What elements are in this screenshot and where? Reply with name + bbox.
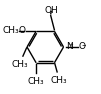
Text: CH₃: CH₃ [2, 26, 19, 35]
Text: −: − [82, 42, 86, 47]
Text: +: + [69, 42, 73, 47]
Text: CH₃: CH₃ [51, 76, 67, 85]
Text: CH₃: CH₃ [28, 77, 44, 86]
Text: O: O [78, 42, 85, 51]
Text: O: O [18, 26, 25, 35]
Text: CH₃: CH₃ [11, 60, 28, 69]
Text: N: N [66, 42, 73, 51]
Text: OH: OH [44, 6, 58, 15]
